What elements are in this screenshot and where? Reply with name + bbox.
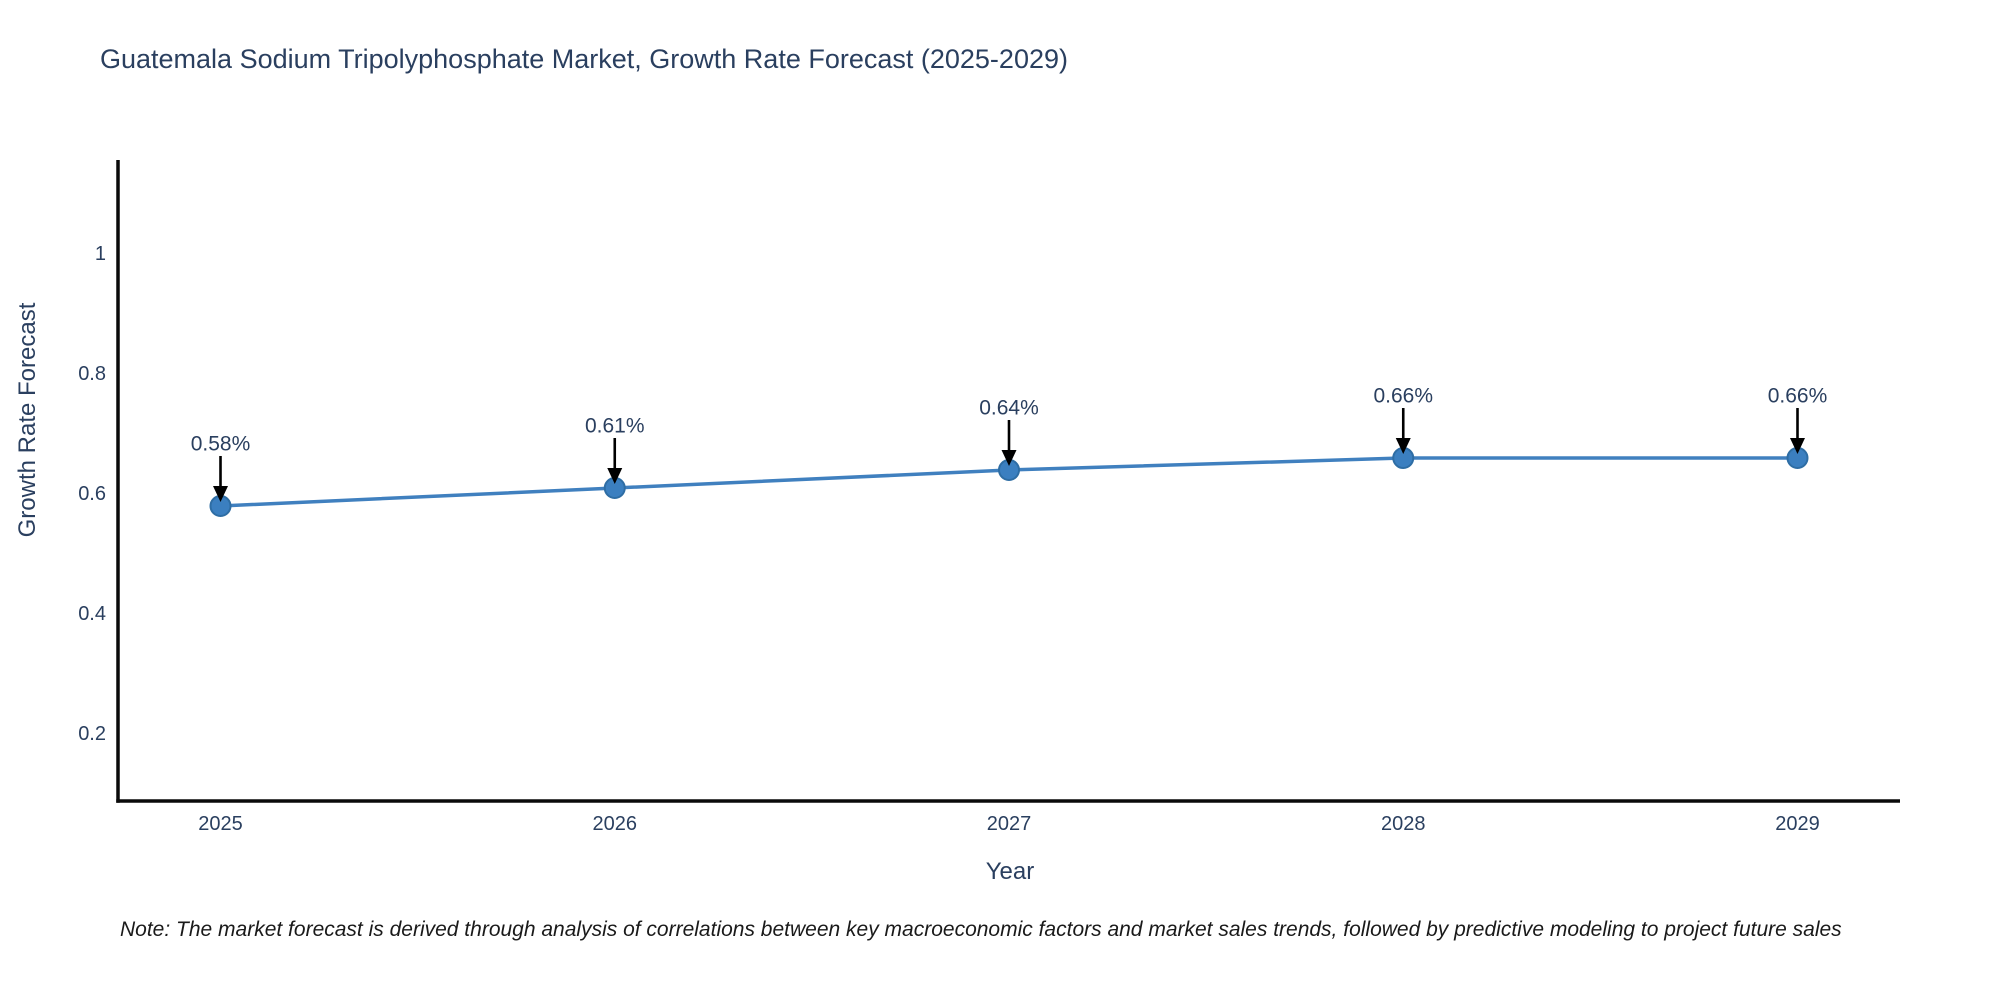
x-tick-label: 2026 [593, 813, 638, 835]
data-label: 0.61% [585, 414, 645, 437]
y-tick-label: 0.8 [78, 363, 106, 385]
annotation-arrowhead [607, 467, 623, 484]
y-tick-label: 0.2 [78, 723, 106, 745]
annotation-arrowhead [1001, 450, 1017, 467]
annotation-arrowhead [1395, 438, 1411, 455]
data-label: 0.66% [1373, 385, 1433, 408]
footnote: Note: The market forecast is derived thr… [120, 918, 1842, 941]
y-tick-label: 1 [95, 243, 106, 265]
chart-title: Guatemala Sodium Tripolyphosphate Market… [100, 44, 1068, 74]
x-tick-label: 2028 [1381, 813, 1426, 835]
annotation-arrowhead [213, 485, 229, 502]
x-tick-label: 2025 [198, 813, 243, 835]
annotation-arrowhead [1789, 438, 1805, 455]
x-tick-label: 2027 [987, 813, 1032, 835]
data-label: 0.58% [191, 432, 251, 455]
data-label: 0.64% [979, 397, 1039, 420]
data-label: 0.66% [1768, 385, 1828, 408]
x-axis-title: Year [985, 858, 1035, 885]
y-tick-label: 0.6 [78, 483, 106, 505]
y-axis-title: Growth Rate Forecast [14, 302, 41, 538]
x-tick-label: 2029 [1775, 813, 1820, 835]
y-tick-label: 0.4 [78, 603, 106, 625]
